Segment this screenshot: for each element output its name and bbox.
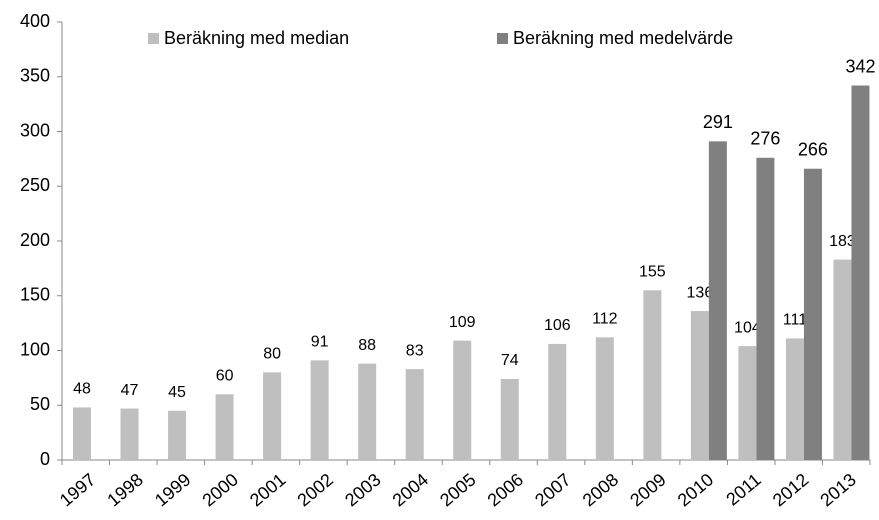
- data-label: 109: [449, 314, 476, 331]
- bar: [690, 311, 709, 460]
- data-label: 45: [168, 384, 186, 401]
- bar: [120, 408, 139, 460]
- x-tick-label: 2010: [674, 469, 718, 510]
- legend-label: Beräkning med medelvärde: [513, 28, 733, 48]
- bar: [833, 259, 852, 460]
- data-label: 111: [783, 312, 807, 329]
- bar: [73, 407, 91, 460]
- x-tick-label: 2013: [816, 469, 860, 510]
- bar: [643, 290, 662, 460]
- data-label: 47: [121, 382, 139, 399]
- y-tick-label: 350: [20, 66, 50, 86]
- bar: [358, 363, 377, 460]
- legend-swatch: [148, 33, 159, 44]
- bar: [756, 157, 775, 460]
- x-tick-label: 2007: [531, 469, 575, 510]
- data-label: 74: [501, 352, 519, 369]
- bar: [405, 369, 424, 460]
- bar: [851, 85, 870, 460]
- y-tick-label: 50: [30, 394, 50, 414]
- data-label: 106: [544, 317, 571, 334]
- data-label: 60: [216, 368, 234, 385]
- legend-swatch: [497, 33, 508, 44]
- bar: [500, 378, 519, 460]
- y-tick-label: 0: [40, 449, 50, 469]
- x-tick-label: 1999: [151, 469, 195, 510]
- data-label: 48: [73, 381, 91, 398]
- data-label: 183: [829, 233, 856, 250]
- bar: [738, 346, 757, 460]
- bar: [803, 168, 822, 461]
- bar: [785, 338, 804, 460]
- y-tick-label: 100: [20, 339, 50, 359]
- bar: [310, 360, 329, 460]
- y-tick-label: 300: [20, 120, 50, 140]
- x-tick-label: 2005: [436, 469, 480, 510]
- data-label: 91: [311, 334, 329, 351]
- data-label: 266: [798, 139, 828, 159]
- y-tick-label: 400: [20, 11, 50, 31]
- x-tick-label: 2012: [769, 469, 813, 510]
- data-label: 136: [687, 284, 714, 301]
- x-tick-label: 2004: [389, 469, 433, 510]
- x-tick-label: 1998: [103, 469, 147, 510]
- x-tick-label: 2002: [294, 469, 338, 510]
- bar: [548, 343, 567, 460]
- data-label: 88: [358, 337, 376, 354]
- bar: [595, 337, 614, 460]
- bar: [708, 141, 727, 461]
- y-tick-label: 250: [20, 175, 50, 195]
- x-tick-label: 2001: [246, 469, 290, 510]
- data-label: 155: [639, 263, 666, 280]
- bar: [215, 394, 234, 460]
- x-tick-label: 2009: [626, 469, 670, 510]
- bar: [453, 340, 472, 460]
- data-label: 276: [750, 129, 780, 149]
- data-label: 112: [592, 311, 618, 328]
- data-label: 342: [845, 56, 875, 76]
- data-label: 291: [703, 112, 733, 132]
- data-label: 80: [263, 346, 281, 363]
- x-tick-label: 2003: [341, 469, 385, 510]
- x-tick-label: 2000: [198, 469, 242, 510]
- x-tick-label: 2008: [579, 469, 623, 510]
- data-label: 83: [406, 342, 424, 359]
- data-label: 104: [734, 319, 761, 336]
- bar: [263, 372, 282, 460]
- legend-label: Beräkning med median: [164, 28, 349, 48]
- x-tick-label: 2006: [484, 469, 528, 510]
- x-tick-label: 1997: [56, 469, 100, 510]
- x-tick-label: 2011: [722, 469, 765, 509]
- bar: [168, 410, 187, 460]
- y-tick-label: 200: [20, 230, 50, 250]
- y-tick-label: 150: [20, 285, 50, 305]
